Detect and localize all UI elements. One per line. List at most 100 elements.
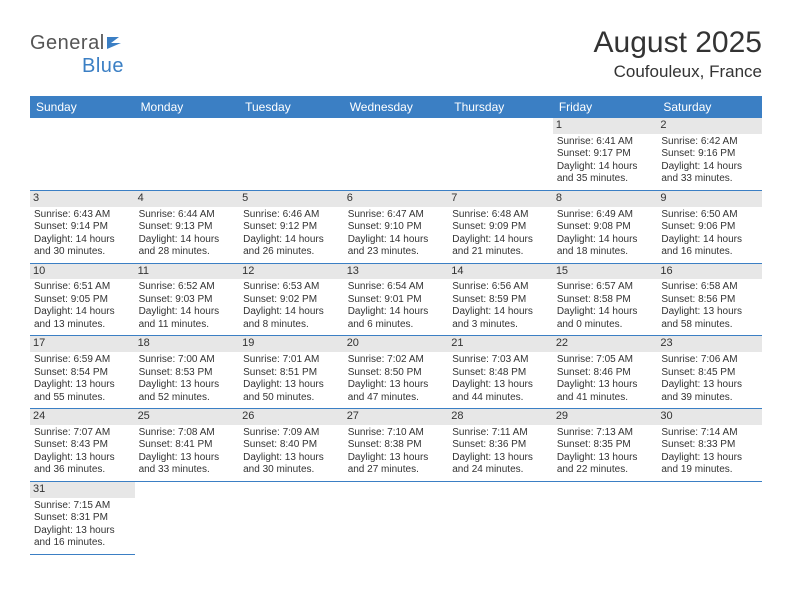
sunset-text: Sunset: 8:38 PM — [348, 439, 445, 452]
logo: General Blue — [30, 26, 129, 78]
daylight-text: Daylight: 14 hours and 21 minutes. — [452, 234, 549, 259]
sunset-text: Sunset: 8:48 PM — [452, 367, 549, 380]
weekday-header: Tuesday — [239, 96, 344, 118]
day-number: 6 — [344, 191, 449, 207]
daylight-text: Daylight: 13 hours and 22 minutes. — [557, 452, 654, 477]
calendar-cell: 11Sunrise: 6:52 AMSunset: 9:03 PMDayligh… — [135, 263, 240, 336]
daylight-text: Daylight: 14 hours and 16 minutes. — [661, 234, 758, 259]
sunrise-text: Sunrise: 6:52 AM — [139, 281, 236, 294]
sunrise-text: Sunrise: 7:01 AM — [243, 354, 340, 367]
day-number: 12 — [239, 264, 344, 280]
daylight-text: Daylight: 13 hours and 27 minutes. — [348, 452, 445, 477]
calendar-cell — [344, 481, 449, 554]
day-number: 11 — [135, 264, 240, 280]
sunrise-text: Sunrise: 6:44 AM — [139, 209, 236, 222]
weekday-header-row: Sunday Monday Tuesday Wednesday Thursday… — [30, 96, 762, 118]
sunrise-text: Sunrise: 6:43 AM — [34, 209, 131, 222]
day-number: 19 — [239, 336, 344, 352]
sunrise-text: Sunrise: 6:57 AM — [557, 281, 654, 294]
daylight-text: Daylight: 14 hours and 6 minutes. — [348, 306, 445, 331]
sunrise-text: Sunrise: 7:11 AM — [452, 427, 549, 440]
calendar-cell: 28Sunrise: 7:11 AMSunset: 8:36 PMDayligh… — [448, 409, 553, 482]
day-number: 31 — [30, 482, 135, 498]
daylight-text: Daylight: 13 hours and 33 minutes. — [139, 452, 236, 477]
weekday-header: Thursday — [448, 96, 553, 118]
sunrise-text: Sunrise: 7:15 AM — [34, 500, 131, 513]
sunset-text: Sunset: 8:43 PM — [34, 439, 131, 452]
sunset-text: Sunset: 8:59 PM — [452, 294, 549, 307]
sunrise-text: Sunrise: 6:50 AM — [661, 209, 758, 222]
sunset-text: Sunset: 9:12 PM — [243, 221, 340, 234]
daylight-text: Daylight: 13 hours and 36 minutes. — [34, 452, 131, 477]
calendar-cell — [448, 118, 553, 190]
day-number: 18 — [135, 336, 240, 352]
logo-flag-icon — [107, 32, 129, 55]
sunset-text: Sunset: 8:53 PM — [139, 367, 236, 380]
daylight-text: Daylight: 14 hours and 0 minutes. — [557, 306, 654, 331]
day-number: 8 — [553, 191, 658, 207]
daylight-text: Daylight: 14 hours and 35 minutes. — [557, 161, 654, 186]
sunrise-text: Sunrise: 6:58 AM — [661, 281, 758, 294]
day-number: 20 — [344, 336, 449, 352]
calendar-cell: 25Sunrise: 7:08 AMSunset: 8:41 PMDayligh… — [135, 409, 240, 482]
sunset-text: Sunset: 8:41 PM — [139, 439, 236, 452]
calendar-cell: 7Sunrise: 6:48 AMSunset: 9:09 PMDaylight… — [448, 190, 553, 263]
calendar-cell — [448, 481, 553, 554]
daylight-text: Daylight: 13 hours and 41 minutes. — [557, 379, 654, 404]
day-number: 4 — [135, 191, 240, 207]
sunset-text: Sunset: 8:31 PM — [34, 512, 131, 525]
sunset-text: Sunset: 8:33 PM — [661, 439, 758, 452]
sunset-text: Sunset: 9:10 PM — [348, 221, 445, 234]
calendar-row: 31 Sunrise: 7:15 AMSunset: 8:31 PMDayligh… — [30, 481, 762, 554]
calendar-cell — [344, 118, 449, 190]
calendar-cell: 27Sunrise: 7:10 AMSunset: 8:38 PMDayligh… — [344, 409, 449, 482]
sunset-text: Sunset: 8:45 PM — [661, 367, 758, 380]
sunset-text: Sunset: 9:14 PM — [34, 221, 131, 234]
calendar-cell — [239, 118, 344, 190]
day-number: 3 — [30, 191, 135, 207]
day-number: 9 — [657, 191, 762, 207]
sunset-text: Sunset: 8:35 PM — [557, 439, 654, 452]
calendar-cell — [239, 481, 344, 554]
daylight-text: Daylight: 14 hours and 30 minutes. — [34, 234, 131, 259]
calendar-row: 10Sunrise: 6:51 AMSunset: 9:05 PMDayligh… — [30, 263, 762, 336]
daylight-text: Daylight: 13 hours and 19 minutes. — [661, 452, 758, 477]
daylight-text: Daylight: 14 hours and 8 minutes. — [243, 306, 340, 331]
day-number: 16 — [657, 264, 762, 280]
daylight-text: Daylight: 14 hours and 18 minutes. — [557, 234, 654, 259]
calendar-cell: 29Sunrise: 7:13 AMSunset: 8:35 PMDayligh… — [553, 409, 658, 482]
page-subtitle: Coufouleux, France — [594, 62, 762, 82]
sunset-text: Sunset: 8:54 PM — [34, 367, 131, 380]
calendar-row: 3Sunrise: 6:43 AMSunset: 9:14 PMDaylight… — [30, 190, 762, 263]
daylight-text: Daylight: 14 hours and 23 minutes. — [348, 234, 445, 259]
daylight-text: Daylight: 13 hours and 30 minutes. — [243, 452, 340, 477]
day-number: 22 — [553, 336, 658, 352]
daylight-text: Daylight: 14 hours and 26 minutes. — [243, 234, 340, 259]
sunset-text: Sunset: 9:13 PM — [139, 221, 236, 234]
calendar-cell: 30Sunrise: 7:14 AMSunset: 8:33 PMDayligh… — [657, 409, 762, 482]
day-number: 2 — [657, 118, 762, 134]
sunrise-text: Sunrise: 6:49 AM — [557, 209, 654, 222]
sunset-text: Sunset: 9:17 PM — [557, 148, 654, 161]
daylight-text: Daylight: 14 hours and 33 minutes. — [661, 161, 758, 186]
sunrise-text: Sunrise: 6:48 AM — [452, 209, 549, 222]
day-number: 28 — [448, 409, 553, 425]
calendar-cell — [30, 118, 135, 190]
sunrise-text: Sunrise: 6:46 AM — [243, 209, 340, 222]
calendar-cell: 20Sunrise: 7:02 AMSunset: 8:50 PMDayligh… — [344, 336, 449, 409]
day-number: 21 — [448, 336, 553, 352]
calendar-row: 1Sunrise: 6:41 AMSunset: 9:17 PMDaylight… — [30, 118, 762, 190]
daylight-text: Daylight: 13 hours and 16 minutes. — [34, 525, 131, 550]
sunrise-text: Sunrise: 7:06 AM — [661, 354, 758, 367]
calendar-cell: 16Sunrise: 6:58 AMSunset: 8:56 PMDayligh… — [657, 263, 762, 336]
daylight-text: Daylight: 13 hours and 52 minutes. — [139, 379, 236, 404]
calendar-cell: 31 Sunrise: 7:15 AMSunset: 8:31 PMDayligh… — [30, 481, 135, 554]
page-title: August 2025 — [594, 26, 762, 60]
day-number: 17 — [30, 336, 135, 352]
calendar-body: 1Sunrise: 6:41 AMSunset: 9:17 PMDaylight… — [30, 118, 762, 554]
day-number: 24 — [30, 409, 135, 425]
sunrise-text: Sunrise: 6:42 AM — [661, 136, 758, 149]
sunset-text: Sunset: 8:51 PM — [243, 367, 340, 380]
sunset-text: Sunset: 8:56 PM — [661, 294, 758, 307]
day-number: 13 — [344, 264, 449, 280]
